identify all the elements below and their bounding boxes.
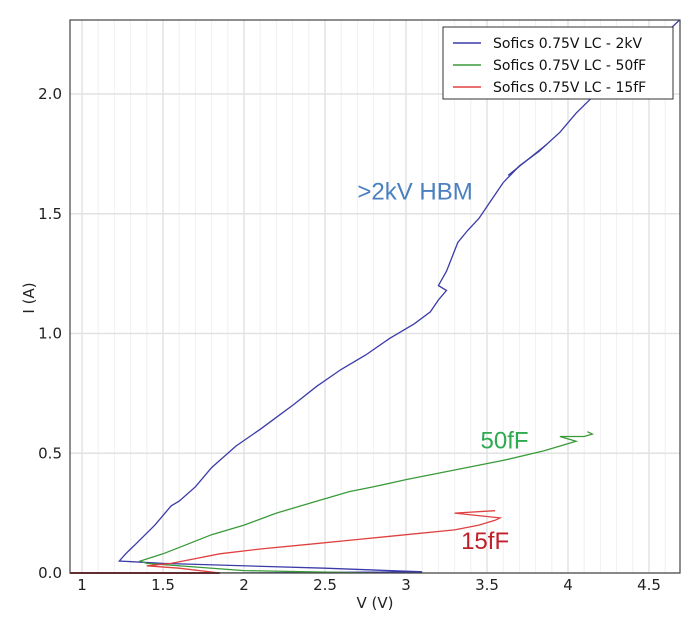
annotation-2: 15fF [461,528,509,555]
x-tick-label: 2 [239,576,249,594]
x-tick-label: 1.5 [151,576,175,594]
annotation-1: 50fF [481,427,529,454]
legend-label: Sofics 0.75V LC - 50fF [493,58,646,74]
grid [70,20,680,574]
x-tick-label: 4.5 [637,576,661,594]
series-line-1 [70,431,595,573]
legend: Sofics 0.75V LC - 2kV Sofics 0.75V LC - 5… [442,26,674,100]
y-tick-label: 1.5 [38,205,62,223]
x-tick-label: 3.5 [475,576,499,594]
series-line-0 [70,20,680,573]
series-lines [70,20,680,574]
y-tick-label: 0.5 [38,444,62,462]
x-tick-label: 2.5 [313,576,337,594]
legend-label: Sofics 0.75V LC - 15fF [493,80,646,96]
y-axis-ticks: 0.0 0.5 1.0 1.5 2.0 [38,85,62,582]
plot-frame [69,19,681,574]
x-axis-label: V (V) [357,594,394,612]
x-axis-ticks: 1 1.5 2 2.5 3 3.5 4 4.5 [77,576,661,594]
x-tick-label: 3 [401,576,411,594]
y-axis-label: I (A) [20,282,38,313]
annotation-0: >2kV HBM [357,178,472,205]
y-tick-label: 2.0 [38,85,62,103]
annotations: >2kV HBM 50fF 15fF [357,178,528,555]
legend-label: Sofics 0.75V LC - 2kV [493,36,642,52]
y-tick-label: 1.0 [38,325,62,343]
x-tick-label: 4 [563,576,573,594]
series-line-0-extra [507,143,548,176]
x-tick-label: 1 [77,576,87,594]
y-tick-label: 0.0 [38,564,62,582]
series-line-2 [70,510,503,573]
